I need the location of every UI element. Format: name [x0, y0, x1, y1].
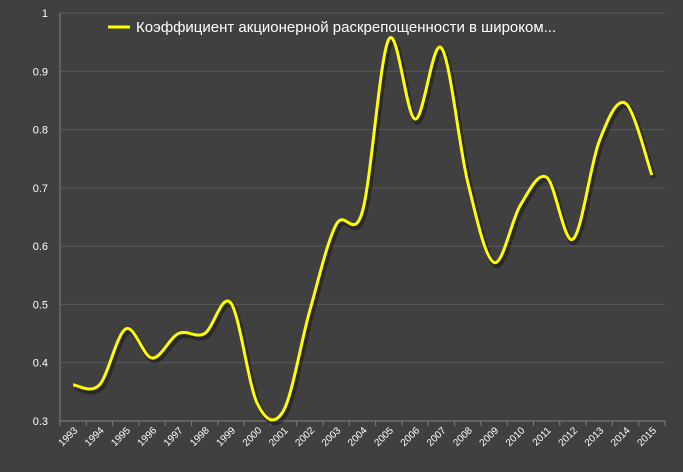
y-tick-label: 0.4	[33, 358, 48, 370]
data-point	[98, 384, 100, 386]
x-tick-label: 2000	[241, 425, 265, 449]
data-point	[230, 302, 232, 304]
data-point	[203, 332, 205, 334]
y-tick-label: 0.7	[33, 183, 48, 195]
x-tick-label: 2012	[557, 425, 581, 449]
x-tick-label: 1999	[215, 425, 239, 449]
data-point	[624, 102, 626, 104]
x-tick-label: 1996	[136, 425, 160, 449]
x-tick-label: 2002	[294, 425, 318, 449]
x-tick-label: 2007	[425, 425, 449, 449]
x-tick-label: 1997	[162, 425, 186, 449]
x-tick-label: 2008	[451, 425, 475, 449]
data-point	[598, 140, 600, 142]
legend-label: Коэффициент акционерной раскрепощенности…	[136, 19, 556, 36]
x-axis-ticks: 1993 1994 1995 1996 1997 1998 1999 2000 2001 2002…	[57, 421, 666, 449]
x-tick-label: 2004	[346, 425, 370, 449]
series-line	[72, 36, 654, 422]
data-point	[572, 238, 574, 240]
x-tick-label: 2010	[504, 425, 528, 449]
x-tick-label: 2011	[531, 425, 554, 448]
data-point	[519, 204, 521, 206]
data-point	[256, 402, 258, 404]
x-tick-label: 1998	[188, 425, 212, 449]
x-tick-label: 2013	[583, 425, 607, 449]
data-point	[309, 309, 311, 311]
x-tick-label: 1994	[83, 425, 107, 449]
y-axis-ticks: 0.3 0.4 0.5 0.6 0.7 0.8 0.9 1	[33, 8, 48, 428]
x-tick-label: 2005	[372, 425, 396, 449]
y-tick-label: 0.6	[33, 241, 48, 253]
data-point	[493, 261, 495, 263]
legend: Коэффициент акционерной раскрепощенности…	[108, 19, 556, 36]
y-tick-label: 1	[42, 8, 48, 20]
x-tick-label: 2001	[267, 425, 291, 449]
x-tick-label: 2009	[478, 425, 502, 449]
data-point	[414, 118, 416, 120]
y-tick-label: 0.9	[33, 66, 48, 78]
x-tick-label: 1995	[109, 425, 133, 449]
series-layer	[72, 36, 657, 426]
x-tick-label: 2014	[609, 425, 633, 449]
y-tick-label: 0.8	[33, 125, 48, 137]
x-tick-label: 2006	[399, 425, 423, 449]
data-point	[388, 38, 390, 40]
data-point	[467, 181, 469, 183]
data-point	[151, 357, 153, 359]
data-point	[545, 176, 547, 178]
data-point	[282, 409, 284, 411]
x-tick-label: 2003	[320, 425, 344, 449]
gridlines	[59, 12, 665, 422]
x-tick-label: 1993	[57, 425, 81, 449]
x-tick-label: 2015	[635, 425, 659, 449]
data-point	[361, 210, 363, 212]
data-point	[177, 332, 179, 334]
y-tick-label: 0.3	[33, 416, 48, 428]
data-point	[440, 47, 442, 49]
data-point	[651, 174, 653, 176]
data-point	[125, 328, 127, 330]
y-tick-label: 0.5	[33, 299, 48, 311]
data-point	[335, 223, 337, 225]
data-point	[72, 384, 74, 386]
